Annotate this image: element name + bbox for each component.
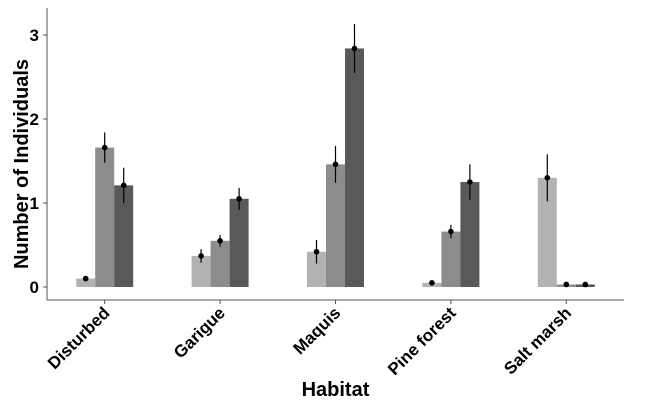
x-tick-label: Salt marsh bbox=[500, 303, 575, 378]
mean-point bbox=[313, 248, 320, 255]
x-tick-label: Garigue bbox=[170, 303, 229, 362]
bar bbox=[229, 198, 249, 287]
x-axis-title: Habitat bbox=[302, 379, 370, 401]
x-tick-label: Maquis bbox=[289, 303, 344, 358]
mean-point bbox=[448, 228, 454, 235]
y-axis-title: Number of Individuals bbox=[11, 59, 33, 269]
mean-point bbox=[101, 144, 108, 151]
bar bbox=[326, 164, 345, 287]
mean-point bbox=[544, 175, 551, 181]
y-tick-label: 2 bbox=[30, 110, 39, 129]
mean-point bbox=[467, 179, 473, 185]
bar bbox=[537, 177, 557, 287]
error-bars-layer bbox=[82, 24, 589, 288]
bar bbox=[307, 251, 326, 287]
y-tick-label: 3 bbox=[30, 26, 39, 45]
x-axis-ticks: Disturbed Garigue Maquis Pine forest Salt ma… bbox=[44, 300, 575, 379]
y-tick-label: 0 bbox=[30, 278, 39, 297]
mean-point bbox=[198, 253, 204, 259]
mean-point bbox=[217, 238, 223, 244]
mean-point bbox=[236, 196, 242, 202]
bar bbox=[191, 255, 211, 287]
mean-point bbox=[120, 182, 127, 189]
x-tick-label: Disturbed bbox=[44, 303, 114, 373]
bar bbox=[95, 147, 115, 287]
bar bbox=[210, 240, 230, 287]
bar bbox=[441, 231, 461, 287]
mean-point bbox=[582, 281, 589, 288]
mean-point bbox=[82, 275, 89, 282]
x-tick-label: Pine forest bbox=[384, 303, 460, 379]
bar bbox=[460, 182, 480, 287]
mean-point bbox=[563, 281, 570, 288]
mean-point bbox=[351, 45, 358, 52]
y-axis-ticks: 0 1 2 3 bbox=[30, 26, 47, 297]
bar bbox=[114, 185, 134, 287]
mean-point bbox=[429, 280, 435, 286]
bar bbox=[345, 48, 364, 287]
mean-point bbox=[332, 161, 339, 168]
y-tick-label: 1 bbox=[30, 194, 39, 213]
bar bbox=[76, 278, 96, 287]
